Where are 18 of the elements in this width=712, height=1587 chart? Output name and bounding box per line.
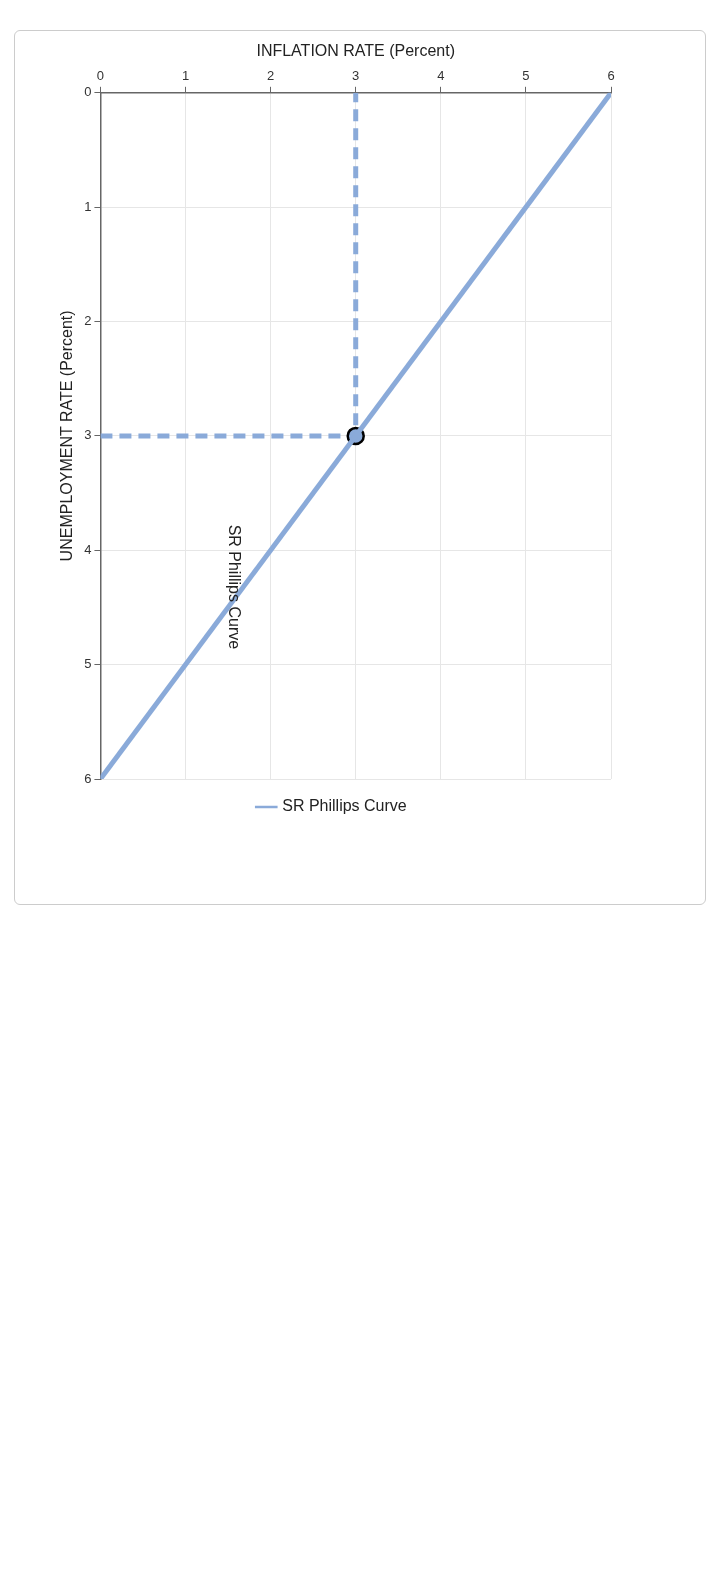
y-tick-label: 0 (84, 84, 92, 100)
x-tick-label: 1 (181, 67, 190, 83)
x-tick-label: 2 (267, 67, 275, 83)
annotation: SR Phillips Curve (225, 524, 243, 650)
x-tick-label: 3 (352, 67, 360, 83)
x-axis-title: INFLATION RATE (Percent) (256, 42, 455, 60)
x-tick-label: 5 (522, 67, 530, 83)
legend-label: SR Phillips Curve (282, 797, 407, 815)
y-tick-label: 3 (84, 427, 92, 443)
x-tick-label: 6 (607, 67, 615, 83)
y-tick-label: 6 (84, 770, 92, 786)
y-axis-title: UNEMPLOYMENT RATE (Percent) (58, 310, 76, 562)
y-tick-label: 5 (84, 656, 92, 672)
x-tick-label: 4 (437, 67, 445, 83)
x-tick-label: 0 (96, 67, 105, 83)
y-tick-label: 2 (84, 313, 92, 329)
y-tick-label: 4 (84, 541, 92, 557)
y-tick-label: 1 (84, 198, 92, 214)
